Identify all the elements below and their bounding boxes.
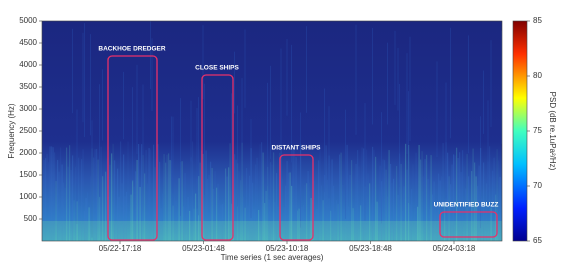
colorbar-tick-label: 65 — [533, 236, 542, 245]
texture-streak — [251, 119, 252, 218]
colorbar — [513, 21, 527, 241]
colorbar-tick-label: 85 — [533, 16, 542, 25]
texture-streak — [407, 53, 408, 154]
texture-streak — [267, 83, 268, 186]
y-tick-label: 2500 — [19, 126, 37, 135]
texture-streak — [381, 112, 382, 223]
chart: Frequency (Hz) Time series (1 sec averag… — [0, 0, 565, 266]
annotation-label: CLOSE SHIPS — [195, 65, 239, 72]
texture-streak — [180, 98, 181, 216]
texture-streak — [171, 116, 172, 179]
y-tick-label: 3500 — [19, 82, 37, 91]
texture-streak — [372, 28, 373, 125]
texture-streak — [231, 93, 232, 186]
texture-streak — [197, 108, 198, 209]
texture-streak — [329, 106, 330, 198]
x-tick-label: 05/22-17:18 — [99, 244, 142, 253]
texture-streak — [395, 31, 396, 105]
texture-streak — [345, 110, 346, 219]
texture-streak — [365, 103, 366, 220]
texture-streak — [92, 120, 93, 237]
texture-streak — [437, 61, 438, 157]
texture-streak — [324, 88, 325, 191]
texture-streak — [468, 35, 469, 153]
y-tick-label: 5000 — [19, 16, 37, 25]
texture-band — [42, 221, 502, 241]
y-tick-label: 3000 — [19, 104, 37, 113]
texture-streak — [204, 84, 205, 195]
y-tick-label: 1000 — [19, 192, 37, 201]
texture-streak — [398, 48, 399, 110]
colorbar-label: PSD (dB re.1uPa²/Hz) — [548, 92, 557, 171]
x-tick-label: 05/23-18:48 — [349, 244, 392, 253]
texture-streak — [198, 97, 199, 215]
annotation-label: UNIDENTIFIED BUZZ — [434, 202, 499, 209]
colorbar-tick-label: 80 — [533, 71, 542, 80]
colorbar-tick-label: 70 — [533, 181, 542, 190]
x-tick-label: 05/23-01:48 — [182, 244, 225, 253]
texture-streak — [387, 43, 388, 125]
x-tick-label: 05/23-10:18 — [266, 244, 309, 253]
texture-streak — [483, 71, 484, 134]
texture-streak — [408, 91, 409, 203]
texture-streak — [143, 85, 144, 188]
texture-streak — [99, 84, 100, 196]
texture-streak — [399, 84, 400, 187]
y-tick-label: 500 — [24, 214, 38, 223]
y-tick-label: 2000 — [19, 148, 37, 157]
texture-streak — [491, 40, 492, 127]
texture-streak — [102, 69, 103, 140]
texture-streak — [410, 37, 411, 141]
texture-streak — [450, 28, 451, 138]
texture-streak — [446, 83, 447, 199]
texture-streak — [150, 21, 151, 89]
texture-streak — [123, 72, 124, 139]
texture-streak — [356, 25, 357, 135]
x-axis-label: Time series (1 sec averages) — [221, 253, 324, 262]
annotation-label: BACKHOE DREDGER — [98, 46, 165, 53]
y-tick-label: 4500 — [19, 38, 37, 47]
texture-streak — [242, 78, 243, 175]
texture-streak — [132, 87, 133, 181]
texture-streak — [137, 65, 138, 154]
texture-streak — [488, 100, 489, 203]
texture-streak — [300, 113, 301, 228]
texture-streak — [245, 30, 246, 108]
texture-streak — [72, 29, 73, 113]
texture-streak — [237, 106, 238, 207]
texture-streak — [281, 49, 282, 150]
texture-streak — [77, 110, 78, 224]
texture-streak — [173, 117, 174, 194]
y-axis-label: Frequency (Hz) — [7, 103, 16, 158]
annotation-label: DISTANT SHIPS — [272, 145, 322, 152]
y-tick-label: 1500 — [19, 170, 37, 179]
texture-streak — [90, 34, 91, 135]
texture-streak — [191, 101, 192, 162]
texture-streak — [84, 23, 85, 137]
texture-streak — [234, 52, 235, 114]
x-tick-label: 05/24-03:18 — [433, 244, 476, 253]
colorbar-tick-label: 75 — [533, 126, 542, 135]
texture-streak — [287, 39, 288, 116]
y-tick-label: 4000 — [19, 60, 37, 69]
texture-streak — [306, 26, 307, 113]
texture-streak — [83, 33, 84, 122]
